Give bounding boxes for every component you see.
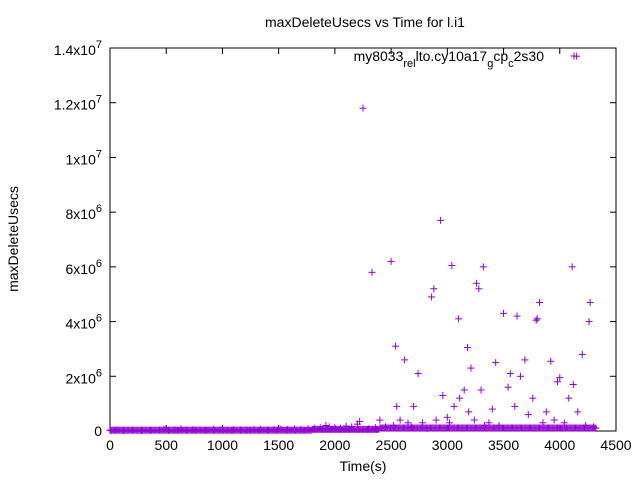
data-point bbox=[368, 268, 376, 276]
data-point bbox=[475, 285, 483, 293]
data-point bbox=[460, 386, 468, 394]
data-point bbox=[401, 356, 409, 364]
y-tick-label: 1.4x107 bbox=[54, 39, 102, 58]
data-point bbox=[565, 394, 573, 402]
y-tick-label: 1x107 bbox=[66, 148, 102, 167]
data-point bbox=[437, 216, 445, 224]
data-point bbox=[536, 298, 544, 306]
x-tick-label: 0 bbox=[106, 437, 114, 453]
data-point bbox=[532, 316, 540, 324]
y-tick-label: 8x106 bbox=[66, 203, 102, 222]
data-point bbox=[533, 315, 541, 323]
data-point bbox=[392, 342, 400, 350]
y-axis-label: maxDeleteUsecs bbox=[5, 186, 21, 292]
x-tick-label: 4000 bbox=[544, 437, 575, 453]
data-point bbox=[464, 344, 472, 352]
data-point bbox=[432, 416, 440, 424]
data-point bbox=[586, 298, 594, 306]
data-point bbox=[376, 416, 384, 424]
data-point bbox=[578, 350, 586, 358]
data-point bbox=[492, 359, 500, 367]
data-point bbox=[542, 408, 550, 416]
data-point-band bbox=[592, 424, 600, 432]
x-axis: 0 500 1000 1500 2000 2500 3000 3500 4000 4500 bbox=[106, 48, 632, 453]
legend: my8033rellto.cy10a17gcpc2s30 bbox=[354, 48, 578, 70]
data-point bbox=[504, 383, 512, 391]
data-point bbox=[574, 408, 582, 416]
data-point bbox=[585, 318, 593, 326]
data-point bbox=[513, 312, 521, 320]
x-tick-label: 4500 bbox=[600, 437, 631, 453]
x-tick-label: 1500 bbox=[263, 437, 294, 453]
data-point bbox=[428, 293, 436, 301]
data-point bbox=[393, 402, 401, 410]
x-tick-label: 2500 bbox=[376, 437, 407, 453]
data-point bbox=[450, 402, 458, 410]
data-point bbox=[465, 408, 473, 416]
data-point bbox=[550, 416, 558, 424]
data-point bbox=[521, 356, 529, 364]
data-point bbox=[467, 364, 475, 372]
data-point bbox=[477, 386, 485, 394]
data-points bbox=[106, 52, 600, 435]
data-point bbox=[396, 416, 404, 424]
x-tick-label: 500 bbox=[155, 437, 179, 453]
data-point bbox=[569, 380, 577, 388]
x-axis-label: Time(s) bbox=[340, 458, 387, 474]
data-point bbox=[443, 413, 451, 421]
chart-title: maxDeleteUsecs vs Time for l.i1 bbox=[265, 14, 465, 30]
y-tick-label: 6x106 bbox=[66, 258, 102, 277]
x-tick-label: 3500 bbox=[488, 437, 519, 453]
data-point bbox=[414, 370, 422, 378]
data-point bbox=[410, 402, 418, 410]
data-point bbox=[554, 378, 562, 386]
y-axis: 0 2x106 4x106 6x106 8x106 1x107 1.2x107 1.4x107 bbox=[54, 39, 616, 439]
data-point bbox=[506, 370, 514, 378]
y-tick-label: 0 bbox=[94, 423, 102, 439]
data-point bbox=[516, 372, 524, 380]
data-point bbox=[547, 357, 555, 365]
x-tick-label: 3000 bbox=[432, 437, 463, 453]
data-point bbox=[387, 257, 395, 265]
data-point bbox=[524, 411, 532, 419]
data-point bbox=[430, 285, 438, 293]
data-point bbox=[568, 263, 576, 271]
x-tick-label: 2000 bbox=[319, 437, 350, 453]
data-point bbox=[500, 309, 508, 317]
data-point bbox=[479, 263, 487, 271]
data-point bbox=[470, 416, 478, 424]
data-point bbox=[448, 261, 456, 269]
data-point bbox=[359, 104, 367, 112]
data-point bbox=[511, 402, 519, 410]
data-point bbox=[439, 391, 447, 399]
data-point bbox=[529, 394, 537, 402]
legend-label: my8033rellto.cy10a17gcpc2s30 bbox=[354, 48, 545, 70]
data-point bbox=[455, 315, 463, 323]
legend-marker bbox=[570, 52, 578, 60]
data-point bbox=[456, 394, 464, 402]
y-tick-label: 4x106 bbox=[66, 313, 102, 332]
y-tick-label: 1.2x107 bbox=[54, 94, 102, 113]
data-point bbox=[556, 374, 564, 382]
x-tick-label: 1000 bbox=[207, 437, 238, 453]
y-tick-label: 2x106 bbox=[66, 367, 102, 386]
data-point bbox=[473, 279, 481, 287]
data-point bbox=[488, 405, 496, 413]
data-point bbox=[356, 417, 364, 425]
